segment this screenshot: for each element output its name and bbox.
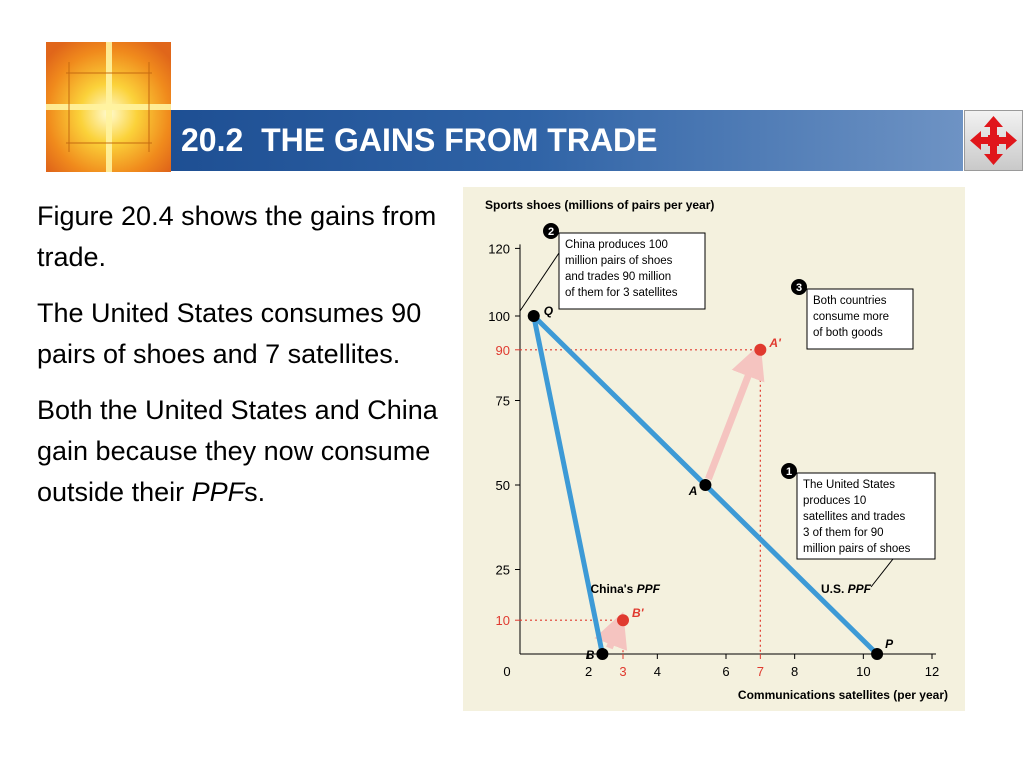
slide-title: 20.2 THE GAINS FROM TRADE — [181, 122, 658, 158]
annotation-leader-1 — [870, 558, 894, 588]
us-gain-arrow — [705, 343, 765, 481]
annotation-box-3 — [806, 288, 914, 350]
y-axis-label: Sports shoes (millions of pairs per year… — [485, 198, 714, 212]
ppf-italic: PPF — [191, 477, 245, 507]
annotation-2-line: of them for 3 satellites — [565, 287, 678, 299]
y-highlight-tick-label: 10 — [496, 613, 510, 628]
annotation-1-line: The United States — [803, 479, 895, 491]
point-label-b: B — [586, 648, 595, 662]
ppf-suffix: s. — [244, 477, 266, 507]
y-tick-label: 25 — [496, 563, 510, 578]
annotation-number-3: 3 — [796, 282, 802, 294]
y-tick-label: 50 — [496, 478, 510, 493]
china-gain-arrow — [594, 611, 628, 651]
y-tick-label: 120 — [488, 241, 510, 256]
point-a-prime — [754, 343, 767, 356]
x-tick-label: 8 — [791, 664, 798, 679]
slide-body: Figure 20.4 shows the gains from trade. … — [37, 196, 447, 528]
us-ppf-label: U.S. PPF — [821, 582, 872, 596]
annotation-2-line: China produces 100 — [565, 239, 668, 251]
annotation-box-1 — [796, 472, 936, 560]
annotation-number-2: 2 — [548, 226, 554, 238]
annotation-number-1: 1 — [786, 466, 792, 478]
x-highlight-tick-label: 3 — [619, 664, 626, 679]
point-label-q: Q — [544, 304, 554, 318]
point-label-a: A — [688, 484, 698, 498]
annotation-1-line: million pairs of shoes — [803, 543, 911, 555]
annotation-2-line: million pairs of shoes — [565, 255, 673, 267]
x-tick-label: 12 — [925, 664, 939, 679]
point-a — [699, 479, 712, 491]
annotation-3-line: of both goods — [813, 327, 883, 339]
annotation-number-circle-3 — [791, 279, 807, 295]
china-ppf-line — [531, 313, 605, 657]
x-tick-label: 10 — [856, 664, 870, 679]
point-label-b-prime: B' — [632, 606, 645, 620]
point-b — [596, 648, 609, 660]
y-highlight-tick-label: 90 — [496, 343, 510, 358]
navigation-button[interactable] — [964, 110, 1023, 171]
annotation-3-line: consume more — [813, 311, 889, 323]
paragraph-3: Both the United States and China gain be… — [37, 390, 447, 513]
point-p — [871, 648, 884, 660]
point-label-p: P — [885, 637, 894, 651]
paragraph-3-text: Both the United States and China gain be… — [37, 395, 438, 507]
four-way-arrow-icon — [970, 116, 1017, 165]
point-b-prime — [617, 614, 629, 627]
x-tick-label: 6 — [722, 664, 729, 679]
annotation-leader-2 — [519, 252, 560, 312]
y-tick-label: 75 — [496, 394, 510, 409]
annotation-2-line: and trades 90 million — [565, 271, 671, 283]
title-bar: 20.2 THE GAINS FROM TRADE — [171, 110, 963, 171]
x-tick-label: 2 — [585, 664, 592, 679]
gains-from-trade-chart: Sports shoes (millions of pairs per year… — [485, 198, 948, 702]
annotation-number-circle-2 — [543, 223, 559, 239]
annotation-number-circle-1 — [781, 463, 797, 479]
point-label-a-prime: A' — [768, 336, 782, 350]
annotation-1-line: satellites and trades — [803, 511, 906, 523]
sunburst-cross-logo — [46, 42, 171, 172]
point-q — [527, 310, 540, 322]
annotation-box-2 — [558, 232, 706, 310]
china-ppf-label: China's PPF — [590, 582, 660, 596]
paragraph-1: Figure 20.4 shows the gains from trade. — [37, 201, 437, 272]
x-tick-label: 4 — [654, 664, 661, 679]
annotation-3-line: Both countries — [813, 295, 887, 307]
x-tick-label: 0 — [503, 664, 510, 679]
annotation-1-line: produces 10 — [803, 495, 866, 507]
annotation-1-line: 3 of them for 90 — [803, 527, 884, 539]
y-tick-label: 100 — [488, 309, 510, 324]
paragraph-2: The United States consumes 90 pairs of s… — [37, 298, 422, 369]
figure-panel: Sports shoes (millions of pairs per year… — [463, 187, 965, 711]
x-axis-label: Communications satellites (per year) — [738, 688, 948, 702]
x-highlight-tick-label: 7 — [757, 664, 764, 679]
